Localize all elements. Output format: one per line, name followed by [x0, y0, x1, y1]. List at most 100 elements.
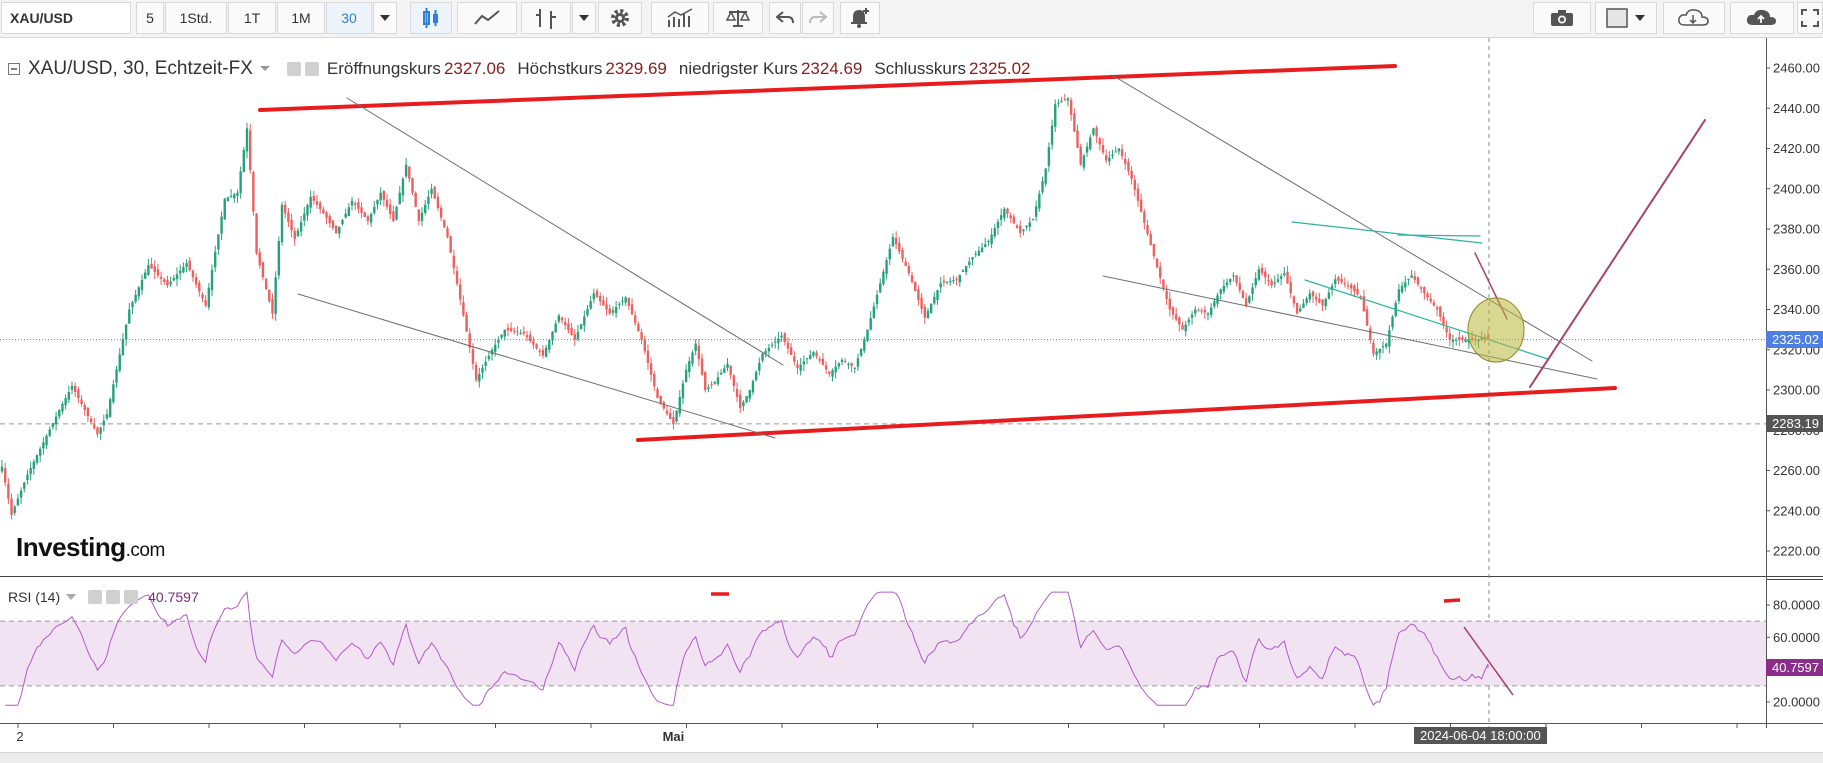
- candle: [1308, 289, 1312, 303]
- candle: [350, 196, 354, 211]
- chart-area[interactable]: 2220.002240.002260.002280.002300.002320.…: [0, 38, 1823, 752]
- candle: [579, 323, 583, 330]
- settings-button[interactable]: [598, 2, 642, 34]
- candle: [261, 261, 265, 281]
- interval-5-button[interactable]: 5: [136, 2, 164, 34]
- rsi-pane: [0, 591, 1766, 706]
- candle: [83, 402, 86, 416]
- candle: [1369, 325, 1372, 344]
- candle: [974, 250, 977, 258]
- candle: [443, 219, 446, 228]
- candle: [194, 273, 198, 288]
- candle: [1031, 218, 1035, 221]
- candle: [859, 348, 863, 358]
- indicators-icon: [667, 8, 693, 27]
- interval-1m-button[interactable]: 1M: [277, 2, 325, 34]
- open-label: Eröffnungskurs: [326, 59, 441, 78]
- low-value: 2324.69: [800, 59, 863, 78]
- load-chart-button[interactable]: [1663, 2, 1725, 34]
- candle: [1318, 292, 1321, 304]
- candle: [1044, 167, 1047, 187]
- candle: [697, 339, 701, 367]
- settings-icon[interactable]: [304, 62, 319, 76]
- save-chart-button[interactable]: [1730, 2, 1794, 34]
- candle: [252, 170, 255, 216]
- line-chart-button[interactable]: [457, 2, 517, 34]
- candle: [0, 459, 4, 474]
- candles-chart-button[interactable]: [410, 2, 452, 34]
- candle: [1448, 327, 1452, 347]
- candle: [923, 303, 926, 324]
- eye-icon[interactable]: [88, 590, 103, 604]
- candle: [1206, 311, 1210, 321]
- candle: [322, 206, 325, 215]
- candle: [646, 344, 650, 370]
- candle: [1019, 220, 1022, 238]
- layout-button[interactable]: [1595, 2, 1657, 34]
- compare-button[interactable]: [713, 2, 763, 34]
- candle: [1464, 336, 1467, 343]
- candle: [669, 407, 672, 420]
- candle: [548, 339, 551, 354]
- bars-chart-button[interactable]: [521, 2, 571, 34]
- trendline-4: [1102, 275, 1598, 380]
- rsi-tick-label: 80.0000: [1773, 598, 1820, 613]
- candle: [1346, 280, 1350, 290]
- candle: [296, 228, 300, 237]
- candle: [29, 461, 32, 481]
- indicators-button[interactable]: [651, 2, 709, 34]
- candle: [1432, 299, 1436, 307]
- candle: [866, 329, 869, 343]
- candle: [1022, 229, 1025, 236]
- settings-icon[interactable]: [106, 590, 121, 604]
- candle: [93, 417, 96, 430]
- interval-1d-button[interactable]: 1T: [228, 2, 276, 34]
- candle: [1229, 278, 1232, 286]
- rsi-value-tag: 40.7597: [1766, 659, 1823, 677]
- symbol-input[interactable]: XAU/USD: [1, 2, 131, 34]
- undo-button[interactable]: [769, 2, 801, 34]
- candle: [373, 201, 376, 215]
- close-icon[interactable]: [124, 590, 139, 604]
- collapse-icon[interactable]: [8, 63, 20, 75]
- candle: [557, 313, 561, 324]
- candle: [1353, 284, 1356, 298]
- candle: [1257, 265, 1261, 282]
- candle: [19, 487, 23, 505]
- candle: [334, 225, 338, 234]
- candle: [1222, 279, 1226, 295]
- undo-icon: [776, 11, 794, 24]
- flag-upper-line: [1291, 221, 1483, 244]
- candle: [1190, 311, 1194, 325]
- chevron-down-icon[interactable]: [259, 65, 271, 73]
- eye-icon[interactable]: [286, 62, 301, 76]
- candle: [665, 405, 669, 416]
- candle: [233, 192, 236, 203]
- fullscreen-button[interactable]: [1797, 2, 1823, 34]
- candle: [45, 433, 48, 449]
- high-label: Höchstkurs: [517, 59, 603, 78]
- candle: [716, 371, 720, 387]
- interval-30-button[interactable]: 30: [326, 2, 372, 34]
- candle: [1378, 348, 1382, 360]
- candle: [786, 337, 790, 354]
- chevron-down-icon[interactable]: [66, 594, 77, 600]
- chevron-down-icon: [579, 15, 589, 21]
- candle: [1321, 298, 1324, 312]
- candle: [805, 357, 809, 365]
- candle: [1451, 334, 1455, 348]
- candle: [1098, 136, 1101, 151]
- interval-dropdown-button[interactable]: [373, 2, 397, 34]
- redo-button[interactable]: [802, 2, 834, 34]
- candle: [10, 493, 13, 520]
- candle: [576, 325, 580, 342]
- candle: [952, 275, 955, 284]
- candle: [500, 334, 503, 340]
- candle: [147, 258, 150, 276]
- candle: [707, 384, 710, 393]
- alert-button[interactable]: [840, 2, 880, 34]
- snapshot-button[interactable]: [1533, 2, 1591, 34]
- chart-type-dropdown-button[interactable]: [572, 2, 596, 34]
- interval-1h-button[interactable]: 1Std.: [165, 2, 227, 34]
- candle: [245, 122, 249, 159]
